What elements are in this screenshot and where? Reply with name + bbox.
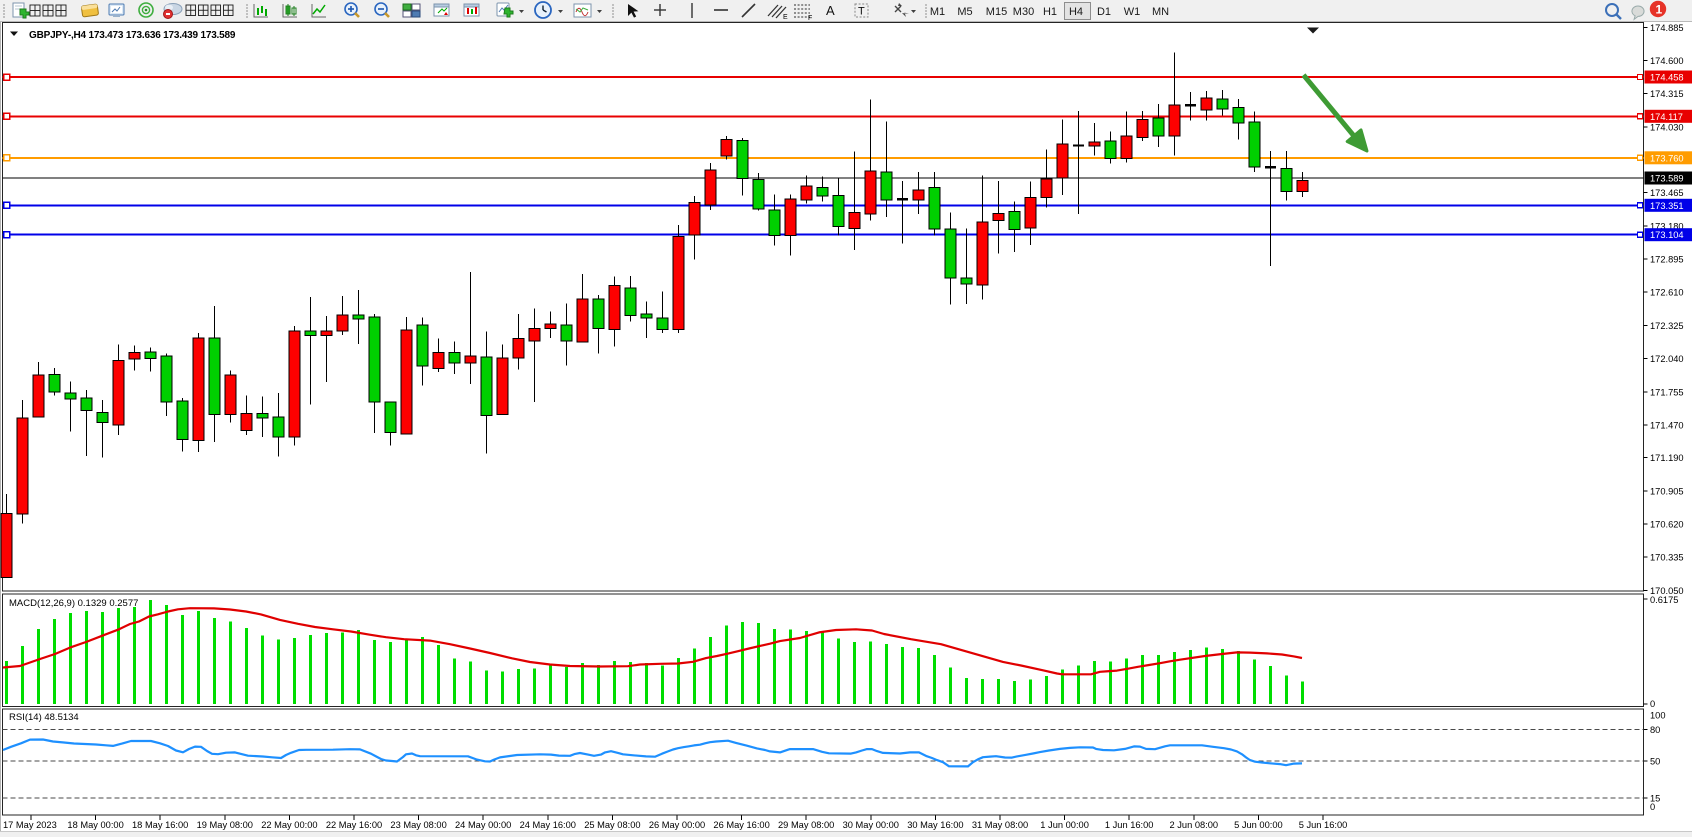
svg-text:31 May 08:00: 31 May 08:00 — [972, 820, 1028, 830]
svg-text:172.610: 172.610 — [1650, 288, 1684, 298]
svg-text:M5: M5 — [957, 6, 972, 18]
svg-text:T: T — [858, 6, 865, 18]
svg-text:173.465: 173.465 — [1650, 188, 1684, 198]
svg-text:18 May 00:00: 18 May 00:00 — [67, 820, 123, 830]
svg-text:23 May 08:00: 23 May 08:00 — [390, 820, 446, 830]
svg-text:24 May 16:00: 24 May 16:00 — [520, 820, 576, 830]
svg-text:30 May 00:00: 30 May 00:00 — [843, 820, 899, 830]
svg-text:173.180: 173.180 — [1650, 221, 1684, 231]
svg-text:F: F — [808, 15, 812, 22]
svg-text:MN: MN — [1152, 6, 1169, 18]
svg-text:5 Jun 00:00: 5 Jun 00:00 — [1234, 820, 1283, 830]
svg-text:22 May 16:00: 22 May 16:00 — [326, 820, 382, 830]
svg-text:M15: M15 — [986, 6, 1007, 18]
svg-text:A: A — [826, 3, 835, 18]
svg-text:174.885: 174.885 — [1650, 23, 1684, 33]
svg-text:15: 15 — [1650, 794, 1660, 804]
svg-text:0: 0 — [1650, 802, 1655, 812]
svg-text:173.351: 173.351 — [1650, 201, 1684, 211]
svg-text:174.458: 174.458 — [1650, 73, 1684, 83]
svg-text:173.104: 173.104 — [1650, 230, 1684, 240]
svg-text:1 Jun 16:00: 1 Jun 16:00 — [1105, 820, 1154, 830]
svg-text:22 May 00:00: 22 May 00:00 — [261, 820, 317, 830]
svg-text:172.325: 172.325 — [1650, 321, 1684, 331]
svg-text:1 Jun 00:00: 1 Jun 00:00 — [1040, 820, 1089, 830]
svg-text:170.050: 170.050 — [1650, 586, 1684, 596]
svg-text:170.620: 170.620 — [1650, 520, 1684, 530]
svg-text:170.905: 170.905 — [1650, 486, 1684, 496]
svg-text:173.760: 173.760 — [1650, 153, 1684, 163]
svg-text:26 May 00:00: 26 May 00:00 — [649, 820, 705, 830]
svg-text:25 May 08:00: 25 May 08:00 — [584, 820, 640, 830]
svg-text:GBPJPY-,H4 173.473 173.636 17: GBPJPY-,H4 173.473 173.636 173.439 173.5… — [29, 30, 236, 41]
svg-text:E: E — [783, 14, 788, 21]
svg-text:RSI(14) 48.5134: RSI(14) 48.5134 — [9, 712, 79, 723]
svg-text:18 May 16:00: 18 May 16:00 — [132, 820, 188, 830]
svg-text:29 May 08:00: 29 May 08:00 — [778, 820, 834, 830]
svg-text:173.589: 173.589 — [1650, 174, 1684, 184]
svg-text:1: 1 — [1656, 3, 1663, 17]
svg-text:MACD(12,26,9) 0.1329 0.2577: MACD(12,26,9) 0.1329 0.2577 — [9, 598, 138, 609]
svg-text:171.190: 171.190 — [1650, 453, 1684, 463]
svg-text:174.117: 174.117 — [1650, 112, 1683, 122]
svg-text:50: 50 — [1650, 757, 1660, 767]
svg-text:0.6175: 0.6175 — [1650, 595, 1678, 605]
svg-text:W1: W1 — [1124, 6, 1141, 18]
svg-text:H1: H1 — [1043, 6, 1057, 18]
svg-text:0: 0 — [1650, 699, 1655, 709]
svg-text:2 Jun 08:00: 2 Jun 08:00 — [1170, 820, 1219, 830]
svg-text:171.470: 171.470 — [1650, 421, 1684, 431]
svg-text:172.040: 172.040 — [1650, 354, 1684, 364]
svg-text:171.755: 171.755 — [1650, 387, 1684, 397]
svg-text:17 May 2023: 17 May 2023 — [3, 820, 57, 830]
svg-text:M1: M1 — [930, 6, 945, 18]
svg-text:19 May 08:00: 19 May 08:00 — [197, 820, 253, 830]
svg-text:174.315: 174.315 — [1650, 89, 1684, 99]
svg-text:100: 100 — [1650, 711, 1666, 721]
svg-text:24 May 00:00: 24 May 00:00 — [455, 820, 511, 830]
svg-text:26 May 16:00: 26 May 16:00 — [713, 820, 769, 830]
svg-text:174.030: 174.030 — [1650, 122, 1684, 132]
svg-text:170.335: 170.335 — [1650, 553, 1684, 563]
svg-text:D1: D1 — [1097, 6, 1111, 18]
svg-text:H4: H4 — [1069, 6, 1083, 18]
svg-text:M30: M30 — [1013, 6, 1034, 18]
svg-text:80: 80 — [1650, 725, 1660, 735]
svg-text:174.600: 174.600 — [1650, 56, 1684, 66]
svg-text:5 Jun 16:00: 5 Jun 16:00 — [1299, 820, 1348, 830]
svg-text:30 May 16:00: 30 May 16:00 — [907, 820, 963, 830]
svg-text:172.895: 172.895 — [1650, 255, 1684, 265]
